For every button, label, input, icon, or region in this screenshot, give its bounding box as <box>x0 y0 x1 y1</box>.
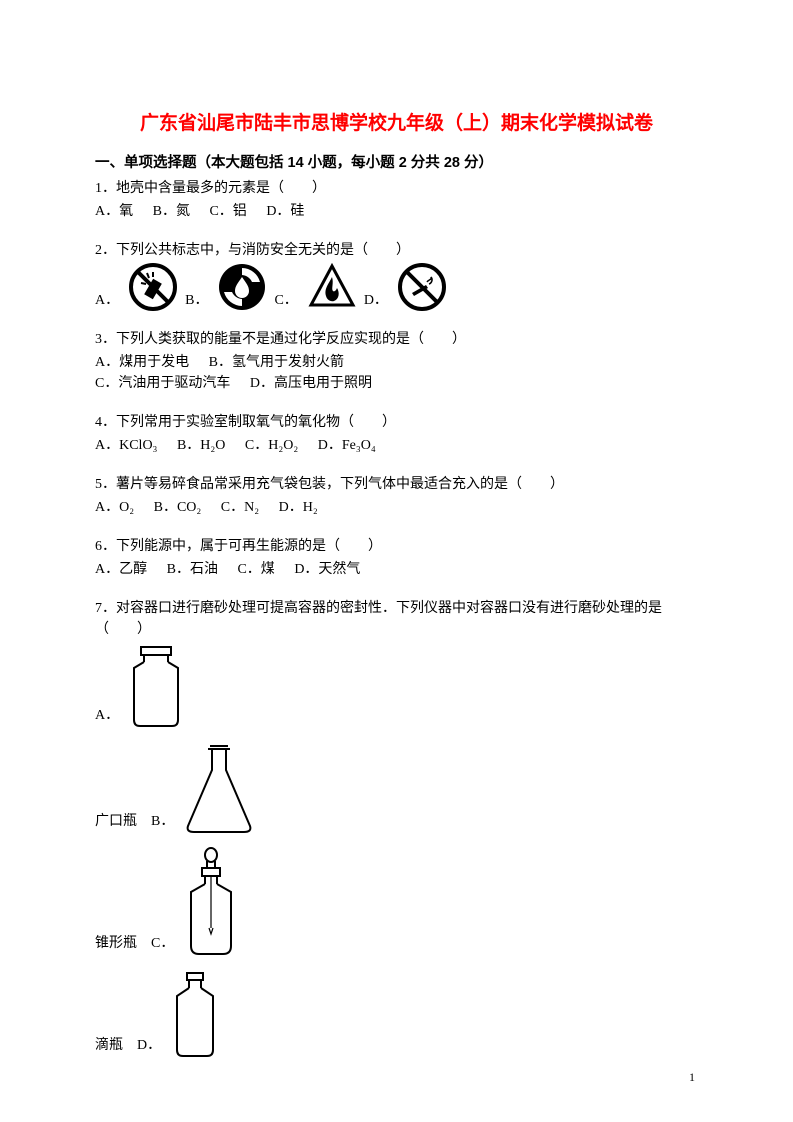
q4-opt-c: C．H₂O₂ <box>245 435 298 456</box>
question-2: 2．下列公共标志中，与消防安全无关的是（ ） A． B． <box>95 240 698 311</box>
q5-opt-c: C．N₂ <box>221 497 259 518</box>
wide-mouth-bottle-icon <box>125 642 187 730</box>
q2-opt-b-label: B． <box>185 290 208 311</box>
question-4: 4．下列常用于实验室制取氧气的氧化物（ ） A．KClO₃ B．H₂O C．H₂… <box>95 412 698 456</box>
q2-opt-d-label: D． <box>364 290 388 311</box>
q1-text: 1．地壳中含量最多的元素是（ ） <box>95 178 698 199</box>
q5-options: A．O₂ B．CO₂ C．N₂ D．H₂ <box>95 497 698 518</box>
q1-opt-a: A．氧 <box>95 201 133 222</box>
question-1: 1．地壳中含量最多的元素是（ ） A．氧 B．氮 C．铝 D．硅 <box>95 178 698 222</box>
q6-opt-c: C．煤 <box>237 559 274 580</box>
q7-opt-c-label: 锥形瓶 C． <box>95 933 174 954</box>
erlenmeyer-flask-icon <box>180 740 258 836</box>
flammable-icon <box>308 263 356 311</box>
q2-opt-a-label: A． <box>95 290 119 311</box>
q5-opt-b: B．CO₂ <box>154 497 202 518</box>
q6-opt-d: D．天然气 <box>294 559 360 580</box>
q7-text: 7．对容器口进行磨砂处理可提高容器的密封性．下列仪器中对容器口没有进行磨砂处理的… <box>95 598 698 640</box>
q7-opt-d-label: 滴瓶 D． <box>95 1035 161 1056</box>
q7-opt-a-row: A． <box>95 642 698 730</box>
q2-options: A． B． C． <box>95 263 698 311</box>
no-firecracker-icon <box>129 263 177 311</box>
q4-opt-a: A．KClO₃ <box>95 435 157 456</box>
page-number: 1 <box>689 1068 695 1086</box>
q3-text: 3．下列人类获取的能量不是通过化学反应实现的是（ ） <box>95 329 698 350</box>
q4-options: A．KClO₃ B．H₂O C．H₂O₂ D．Fe₃O₄ <box>95 435 698 456</box>
q1-opt-c: C．铝 <box>209 201 246 222</box>
q3-opt-c: C．汽油用于驱动汽车 <box>95 373 230 394</box>
narrow-mouth-bottle-icon <box>167 968 223 1060</box>
recycle-water-icon <box>218 263 266 311</box>
question-7: 7．对容器口进行磨砂处理可提高容器的密封性．下列仪器中对容器口没有进行磨砂处理的… <box>95 598 698 1060</box>
q5-text: 5．薯片等易碎食品常采用充气袋包装，下列气体中最适合充入的是（ ） <box>95 474 698 495</box>
q6-opt-b: B．石油 <box>167 559 218 580</box>
question-3: 3．下列人类获取的能量不是通过化学反应实现的是（ ） A．煤用于发电 B．氢气用… <box>95 329 698 394</box>
q4-text: 4．下列常用于实验室制取氧气的氧化物（ ） <box>95 412 698 433</box>
question-5: 5．薯片等易碎食品常采用充气袋包装，下列气体中最适合充入的是（ ） A．O₂ B… <box>95 474 698 518</box>
page-title: 广东省汕尾市陆丰市思博学校九年级（上）期末化学模拟试卷 <box>95 110 698 139</box>
dropper-bottle-icon <box>180 846 242 958</box>
q1-opt-d: D．硅 <box>266 201 304 222</box>
q3-opt-b: B．氢气用于发射火箭 <box>209 352 344 373</box>
question-6: 6．下列能源中，属于可再生能源的是（ ） A．乙醇 B．石油 C．煤 D．天然气 <box>95 536 698 580</box>
q5-opt-a: A．O₂ <box>95 497 134 518</box>
q7-opt-d-row: 滴瓶 D． <box>95 968 698 1060</box>
q6-opt-a: A．乙醇 <box>95 559 147 580</box>
q4-opt-b: B．H₂O <box>177 435 225 456</box>
no-smoking-icon <box>398 263 446 311</box>
q6-options: A．乙醇 B．石油 C．煤 D．天然气 <box>95 559 698 580</box>
q2-text: 2．下列公共标志中，与消防安全无关的是（ ） <box>95 240 698 261</box>
q7-opt-a-label: A． <box>95 705 119 726</box>
q7-opt-c-row: 锥形瓶 C． <box>95 846 698 958</box>
q1-opt-b: B．氮 <box>153 201 190 222</box>
q5-opt-d: D．H₂ <box>279 497 318 518</box>
q1-options: A．氧 B．氮 C．铝 D．硅 <box>95 201 698 222</box>
q2-opt-c-label: C． <box>274 290 297 311</box>
q3-opt-d: D．高压电用于照明 <box>250 373 372 394</box>
q6-text: 6．下列能源中，属于可再生能源的是（ ） <box>95 536 698 557</box>
q3-opt-a: A．煤用于发电 <box>95 352 189 373</box>
q7-opt-b-row: 广口瓶 B． <box>95 740 698 836</box>
q4-opt-d: D．Fe₃O₄ <box>318 435 376 456</box>
q3-options: A．煤用于发电 B．氢气用于发射火箭 C．汽油用于驱动汽车 D．高压电用于照明 <box>95 352 698 394</box>
q7-opt-b-label: 广口瓶 B． <box>95 811 174 832</box>
section-heading: 一、单项选择题（本大题包括 14 小题，每小题 2 分共 28 分） <box>95 153 698 175</box>
